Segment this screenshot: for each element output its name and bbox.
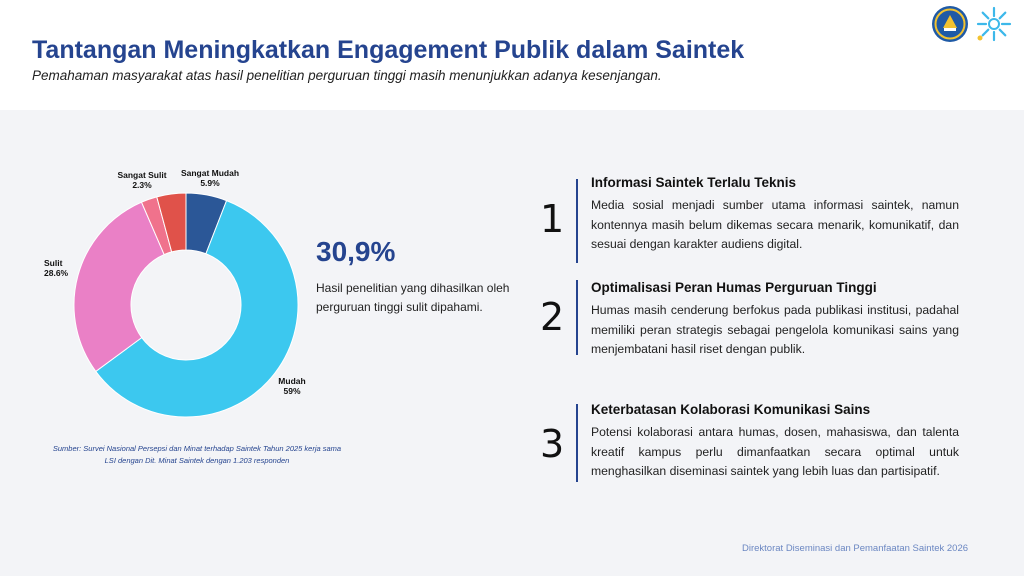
page-subtitle: Pemahaman masyarakat atas hasil peneliti…: [32, 68, 662, 83]
point-divider: [576, 280, 578, 355]
donut-label-sangat-sulit: Sangat Sulit 2.3%: [117, 170, 166, 190]
source-note: Sumber: Survei Nasional Persepsi dan Min…: [52, 444, 342, 465]
donut-slice-remainder: [156, 192, 187, 253]
donut-label-sulit: Sulit 28.6%: [44, 258, 69, 278]
donut-label-sangat-mudah: Sangat Mudah 5.9%: [181, 168, 239, 188]
donut-slice-sulit: [73, 201, 165, 373]
logo-group: [932, 6, 1012, 42]
point-number: 2: [540, 295, 565, 339]
point-3: 3 Keterbatasan Kolaborasi Komunikasi Sai…: [530, 402, 970, 512]
kemdiktisaintek-emblem-icon: [932, 6, 968, 42]
point-2: 2 Optimalisasi Peran Humas Perguruan Tin…: [530, 280, 970, 390]
point-number: 1: [540, 197, 565, 241]
point-divider: [576, 404, 578, 482]
donut-label-mudah: Mudah 59%: [278, 376, 305, 396]
point-title: Informasi Saintek Terlalu Teknis: [591, 175, 797, 190]
stat-description: Hasil penelitian yang dihasilkan oleh pe…: [316, 281, 510, 314]
point-text: Media sosial menjadi sumber utama inform…: [591, 198, 959, 251]
stat-value: 30,9%: [316, 236, 396, 267]
donut-chart: Sangat Mudah 5.9% Mudah 59% Sulit 28.6% Sangat…: [44, 168, 306, 418]
point-text: Humas masih cenderung berfokus pada publ…: [591, 303, 959, 356]
point-title: Optimalisasi Peran Humas Perguruan Tingg…: [591, 280, 877, 295]
point-title: Keterbatasan Kolaborasi Komunikasi Sains: [591, 402, 871, 417]
point-text: Potensi kolaborasi antara humas, dosen, …: [591, 425, 959, 478]
header-band: [0, 0, 1024, 110]
point-divider: [576, 179, 578, 263]
footer-credit: Direktorat Diseminasi dan Pemanfaatan Sa…: [742, 543, 969, 554]
donut-slice-mudah: [95, 199, 299, 418]
sunburst-logo-icon: [976, 6, 1012, 42]
point-1: 1 Informasi Saintek Terlalu Teknis Media…: [530, 175, 970, 265]
point-number: 3: [540, 422, 565, 466]
page-title: Tantangan Meningkatkan Engagement Publik…: [32, 36, 745, 64]
